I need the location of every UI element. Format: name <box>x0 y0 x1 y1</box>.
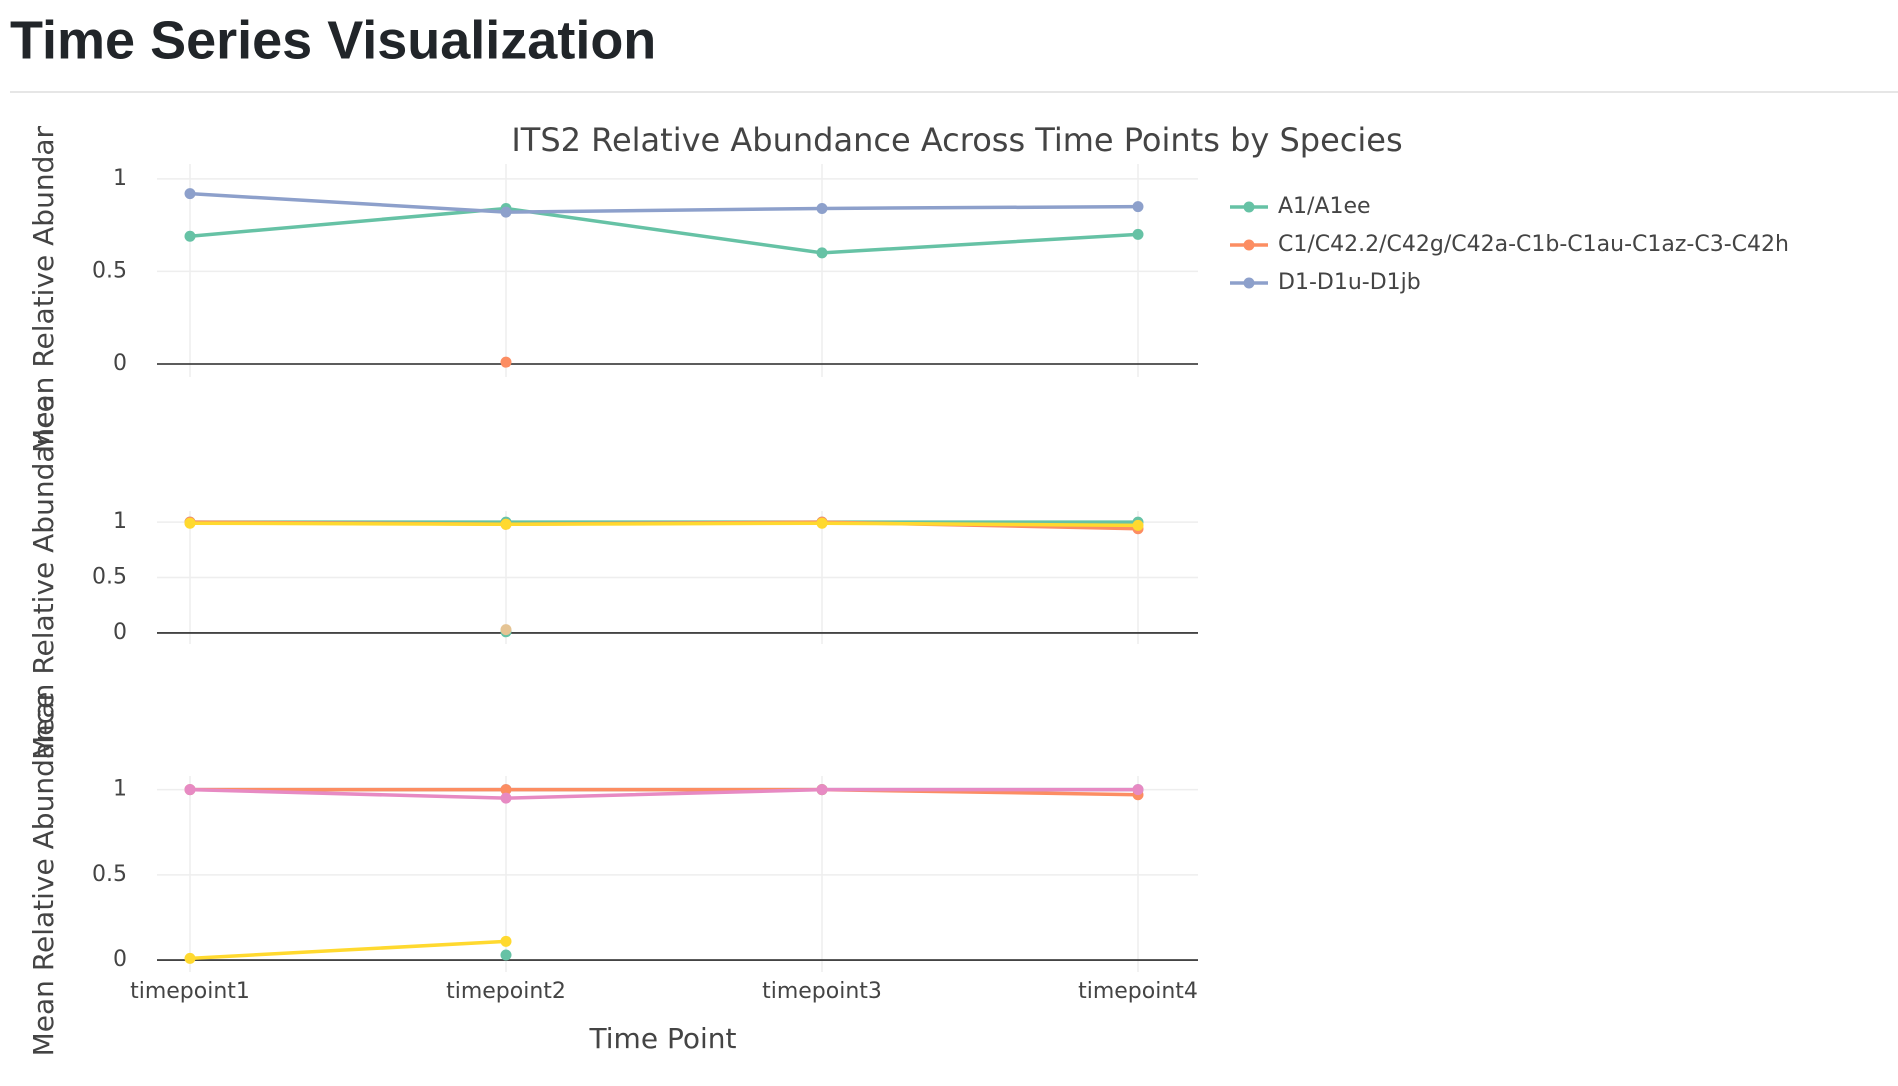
point <box>500 206 512 218</box>
plot-title: ITS2 Relative Abundance Across Time Poin… <box>511 121 1402 159</box>
point <box>500 518 512 530</box>
point <box>500 949 512 961</box>
y-axis-title: Mean Relative Abundance <box>27 692 60 1057</box>
point <box>184 784 196 796</box>
point <box>816 517 828 529</box>
y-tick-label: 0.5 <box>92 258 127 283</box>
legend-label: D1-D1u-D1jb <box>1278 270 1421 295</box>
point <box>816 202 828 214</box>
series-line <box>189 206 1139 255</box>
series-line <box>189 787 1138 800</box>
point <box>184 952 196 964</box>
point <box>500 784 512 796</box>
point <box>1132 228 1144 240</box>
point <box>184 517 196 529</box>
y-axis-title: Mean Relative Abundance <box>27 395 60 760</box>
y-tick-label: 0 <box>113 947 127 972</box>
y-tick-label: 0.5 <box>92 862 127 887</box>
y-axis-title: Mean Relative Abundance <box>27 88 60 453</box>
y-tick-label: 1 <box>113 509 127 534</box>
legend-marker <box>1243 277 1255 289</box>
legend-marker <box>1243 239 1255 251</box>
x-tick-label: timepoint1 <box>130 979 250 1004</box>
point <box>500 624 512 636</box>
point <box>500 935 512 947</box>
x-tick-label: timepoint2 <box>446 979 566 1004</box>
x-axis-title: Time Point <box>589 1022 737 1055</box>
point <box>500 792 512 804</box>
series-line <box>189 191 1139 214</box>
series-line <box>190 787 1139 797</box>
page-title: Time Series Visualization <box>10 10 656 70</box>
legend-marker <box>1243 201 1255 213</box>
series-line <box>189 521 1139 528</box>
y-tick-label: 0 <box>113 620 127 645</box>
point <box>816 247 828 259</box>
point <box>500 356 512 368</box>
y-tick-label: 0.5 <box>92 565 127 590</box>
legend-label: C1/C42.2/C42g/C42a-C1b-C1au-C1az-C3-C42h <box>1278 232 1789 257</box>
point <box>816 784 828 796</box>
point <box>184 188 196 200</box>
point <box>184 230 196 242</box>
point <box>1132 784 1144 796</box>
y-tick-label: 0 <box>113 351 127 376</box>
point <box>1132 201 1144 213</box>
y-tick-label: 1 <box>113 166 127 191</box>
point <box>1132 519 1144 531</box>
y-tick-label: 1 <box>113 777 127 802</box>
x-tick-label: timepoint4 <box>1078 979 1198 1004</box>
x-tick-label: timepoint3 <box>762 979 882 1004</box>
series-line <box>189 939 507 961</box>
legend-label: A1/A1ee <box>1278 194 1371 219</box>
